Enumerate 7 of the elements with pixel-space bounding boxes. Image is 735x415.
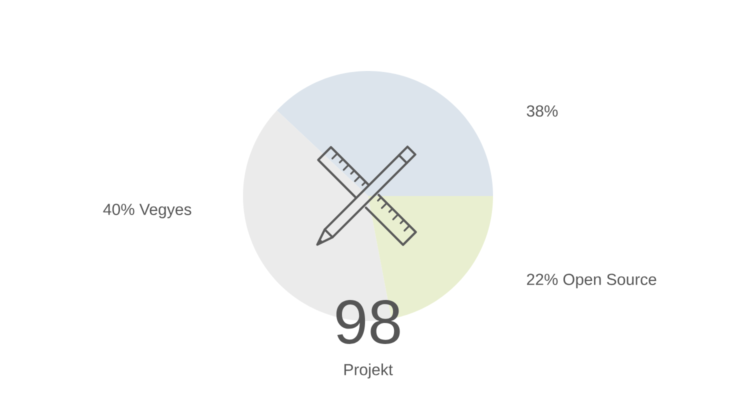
data-label: 38% [526, 105, 558, 117]
data-label: 22% [527, 274, 558, 286]
slice-label: Vegyes [139, 204, 192, 218]
text: Projekt [344, 364, 393, 378]
text: 98 [336, 300, 400, 344]
slice-label: Open Source [563, 274, 656, 288]
data-label: 40% [103, 204, 134, 216]
